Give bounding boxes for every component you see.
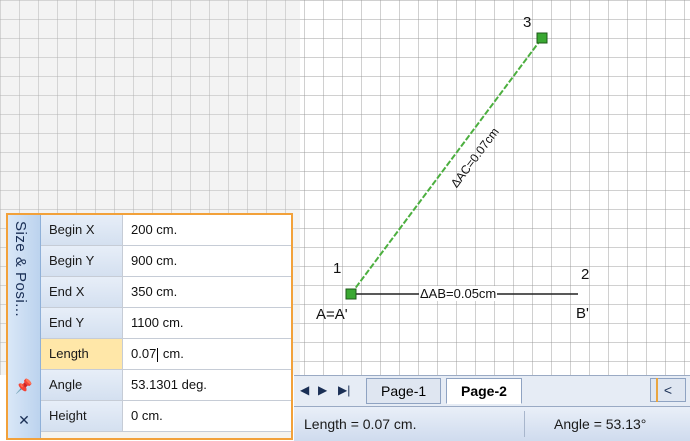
property-row-end-y: End Y 1100 cm.: [41, 308, 291, 339]
begin-y-field[interactable]: 900 cm.: [123, 246, 291, 276]
property-name: Height: [41, 401, 123, 431]
length-field[interactable]: 0.07 cm.: [123, 339, 291, 369]
line-ac[interactable]: [350, 37, 543, 295]
page-tabs-bar: ◀ ▶ ▶| Page-1 Page-2: [294, 375, 690, 406]
status-length: Length = 0.07 cm.: [304, 416, 417, 432]
property-name: Begin X: [41, 215, 123, 245]
tab-page-1[interactable]: Page-1: [366, 378, 442, 404]
tab-page-2[interactable]: Page-2: [446, 378, 522, 404]
next-page-icon[interactable]: ▶: [318, 383, 328, 397]
status-bar: Length = 0.07 cm. Angle = 53.13°: [294, 406, 690, 441]
last-page-icon[interactable]: ▶|: [338, 383, 351, 397]
angle-field[interactable]: 53.1301 deg.: [123, 370, 291, 400]
properties-grid: Begin X 200 cm. Begin Y 900 cm. End X 35…: [41, 215, 291, 432]
status-divider: [524, 411, 525, 437]
close-icon[interactable]: ✕: [18, 412, 30, 428]
property-row-begin-y: Begin Y 900 cm.: [41, 246, 291, 277]
height-field[interactable]: 0 cm.: [123, 401, 291, 431]
text-caret: [157, 347, 159, 362]
window-title: Size & Posi...: [12, 221, 29, 318]
label-b-prime: B': [576, 305, 589, 322]
length-unit: cm.: [159, 346, 184, 361]
pin-icon[interactable]: 📌: [15, 378, 33, 394]
handle-point-3[interactable]: [536, 32, 548, 44]
label-a-equals-a-prime: A=A': [316, 306, 348, 323]
drawing-canvas[interactable]: ΔAC=0.07cm 1 2 3 A=A' B' ΔAB=0.05cm: [0, 0, 690, 375]
property-row-length: Length 0.07 cm.: [41, 339, 291, 370]
chevron-left-icon: <: [663, 382, 673, 398]
size-position-window: Size & Posi... 📌 ✕ Begin X 200 cm. Begin…: [6, 213, 293, 440]
end-y-field[interactable]: 1100 cm.: [123, 308, 291, 338]
property-row-begin-x: Begin X 200 cm.: [41, 215, 291, 246]
length-value: 0.07: [131, 346, 157, 361]
line-ab-label: ΔAB=0.05cm: [419, 286, 498, 301]
property-name: End Y: [41, 308, 123, 338]
property-name: Length: [41, 339, 123, 369]
first-page-icon[interactable]: ◀: [300, 383, 310, 397]
property-name: Begin Y: [41, 246, 123, 276]
scrollbar-divider: [656, 378, 658, 402]
point-label-1: 1: [333, 260, 342, 277]
property-name: End X: [41, 277, 123, 307]
line-ac-label: ΔAC=0.07cm: [448, 125, 502, 190]
window-title-bar[interactable]: Size & Posi... 📌 ✕: [8, 215, 41, 438]
point-label-3: 3: [523, 14, 532, 31]
end-x-field[interactable]: 350 cm.: [123, 277, 291, 307]
handle-point-1[interactable]: [345, 288, 357, 300]
property-row-end-x: End X 350 cm.: [41, 277, 291, 308]
property-row-angle: Angle 53.1301 deg.: [41, 370, 291, 401]
property-row-height: Height 0 cm.: [41, 401, 291, 432]
point-label-2: 2: [581, 266, 590, 283]
status-angle: Angle = 53.13°: [554, 416, 647, 432]
property-name: Angle: [41, 370, 123, 400]
begin-x-field[interactable]: 200 cm.: [123, 215, 291, 245]
